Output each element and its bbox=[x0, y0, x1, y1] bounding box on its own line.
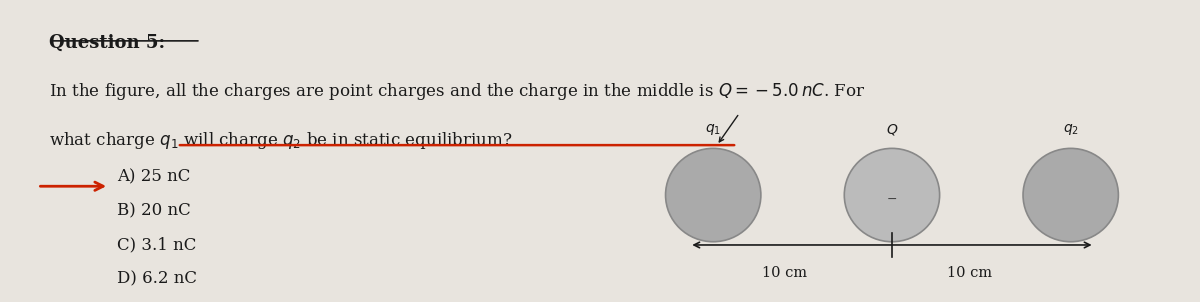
Text: C) 3.1 nC: C) 3.1 nC bbox=[118, 236, 197, 253]
Text: In the figure, all the charges are point charges and the charge in the middle is: In the figure, all the charges are point… bbox=[49, 81, 865, 101]
Ellipse shape bbox=[845, 148, 940, 242]
Text: what charge $q_1$ will charge $q_2$ be in static equilibrium?: what charge $q_1$ will charge $q_2$ be i… bbox=[49, 130, 514, 151]
Text: $-$: $-$ bbox=[887, 191, 898, 204]
Text: D) 6.2 nC: D) 6.2 nC bbox=[118, 270, 197, 287]
Text: $q_1$: $q_1$ bbox=[706, 122, 721, 137]
Text: 10 cm: 10 cm bbox=[947, 265, 992, 280]
Ellipse shape bbox=[1024, 148, 1118, 242]
Text: A) 25 nC: A) 25 nC bbox=[118, 169, 191, 186]
Text: Question 5:: Question 5: bbox=[49, 34, 166, 52]
Text: B) 20 nC: B) 20 nC bbox=[118, 202, 191, 219]
Text: $Q$: $Q$ bbox=[886, 122, 898, 137]
Text: 10 cm: 10 cm bbox=[762, 265, 808, 280]
Ellipse shape bbox=[666, 148, 761, 242]
Text: $q_2$: $q_2$ bbox=[1063, 122, 1079, 137]
